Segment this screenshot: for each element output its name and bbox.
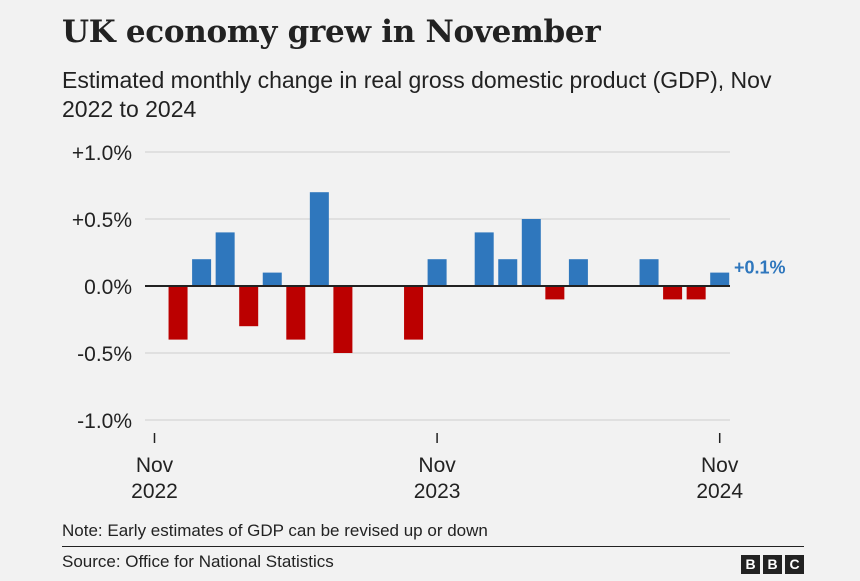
bar-nov-2024 bbox=[710, 272, 730, 286]
bar-apr-2024 bbox=[545, 286, 565, 300]
y-tick-label: +0.5% bbox=[72, 209, 132, 232]
bar-dec-2022 bbox=[168, 286, 188, 340]
bbc-logo-letter: B bbox=[741, 555, 760, 574]
x-tick-label: Nov bbox=[136, 454, 174, 477]
x-tick-label: Nov bbox=[701, 454, 739, 477]
x-axis: Nov 2022 Nov 2023 Nov 2024 bbox=[131, 433, 743, 503]
bar-jun-2023 bbox=[309, 192, 329, 286]
y-tick-label: 0.0% bbox=[84, 276, 132, 299]
bar-may-2023 bbox=[286, 286, 306, 340]
bar-jul-2023 bbox=[333, 286, 353, 353]
footer-divider bbox=[62, 546, 804, 547]
x-tick-label: 2023 bbox=[414, 480, 461, 503]
grid-lines bbox=[145, 151, 730, 421]
bar-nov-2023 bbox=[427, 259, 447, 286]
y-tick-label: -1.0% bbox=[77, 410, 132, 433]
x-tick-label: Nov bbox=[418, 454, 456, 477]
bar-aug-2024 bbox=[639, 259, 659, 286]
bar-feb-2024 bbox=[498, 259, 518, 286]
bbc-logo: B B C bbox=[741, 555, 804, 574]
source-text: Source: Office for National Statistics bbox=[62, 552, 334, 571]
bar-jan-2023 bbox=[192, 259, 212, 286]
y-axis-tick-labels: +1.0% +0.5% 0.0% -0.5% -1.0% bbox=[72, 142, 132, 433]
bar-jan-2024 bbox=[474, 232, 494, 286]
bar-oct-2023 bbox=[404, 286, 424, 340]
y-tick-label: +1.0% bbox=[72, 142, 132, 165]
bar-sep-2024 bbox=[663, 286, 683, 300]
bar-apr-2023 bbox=[262, 272, 282, 286]
bbc-logo-letter: B bbox=[763, 555, 782, 574]
bbc-logo-letter: C bbox=[785, 555, 804, 574]
gdp-bar-chart: +1.0%+0.5%0.0%-0.5%-1.0% Nov2022Nov2023N… bbox=[72, 142, 786, 503]
annotations: +0.1% bbox=[734, 258, 786, 278]
footnote: Note: Early estimates of GDP can be revi… bbox=[62, 521, 488, 540]
bars bbox=[168, 192, 730, 353]
x-tick-label: 2024 bbox=[696, 480, 743, 503]
bar-feb-2023 bbox=[215, 232, 235, 286]
bar-may-2024 bbox=[568, 259, 588, 286]
y-tick-label: -0.5% bbox=[77, 343, 132, 366]
value-label-nov-2024: +0.1% bbox=[734, 258, 786, 278]
bar-mar-2024 bbox=[521, 219, 541, 286]
x-tick-label: 2022 bbox=[131, 480, 178, 503]
chart-title: UK economy grew in November bbox=[62, 14, 601, 50]
bar-mar-2023 bbox=[239, 286, 259, 327]
chart-subtitle: Estimated monthly change in real gross d… bbox=[62, 67, 772, 122]
bar-oct-2024 bbox=[686, 286, 706, 300]
